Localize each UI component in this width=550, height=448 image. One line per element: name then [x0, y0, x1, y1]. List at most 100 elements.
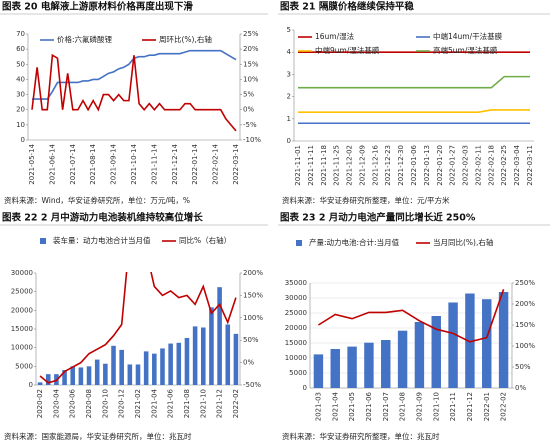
y2-tick-label: -50%	[243, 381, 261, 389]
y-tick-label: 30	[16, 91, 25, 99]
bar	[313, 354, 324, 388]
x-tick-label: 2021-09-14	[110, 143, 118, 184]
y-tick-label: 40	[16, 75, 25, 83]
chart-title: 图表 21 隔膜价格继续保持平稳	[280, 1, 414, 13]
x-tick-label: 2021-11-25	[333, 145, 341, 186]
legend-label: 16um/湿法	[315, 31, 355, 41]
bar	[160, 348, 165, 385]
y2-tick-label: 150%	[243, 291, 263, 299]
x-tick-label: 2020-06	[69, 388, 77, 418]
y-tick-label: 35000	[285, 279, 307, 287]
y-tick-label: 70	[16, 30, 25, 38]
legend-label: 装车量：动力电池合计当月值	[53, 235, 151, 245]
bar	[45, 374, 51, 385]
bar	[94, 359, 100, 385]
bar	[200, 327, 206, 385]
x-tick-label: 2021-05	[348, 392, 356, 421]
x-tick-label: 2020-12	[118, 389, 126, 418]
x-tick-label: 2020-04	[52, 388, 60, 418]
bar	[184, 337, 190, 385]
y-tick-label: 2	[287, 93, 291, 101]
legend-label: 产量:动力电池:合计:当月值	[309, 237, 400, 247]
chart-title: 图表 20 电解液上游原材料价格再度出现下滑	[2, 1, 193, 13]
bar	[209, 307, 214, 385]
x-tick-label: 2022-01	[483, 392, 491, 421]
x-tick-label: 2021-04	[150, 388, 158, 418]
y2-tick-label: 0%	[243, 106, 254, 114]
legend-label: 周环比(%),右轴	[159, 34, 212, 44]
y2-tick-label: 200%	[243, 269, 263, 277]
bar	[103, 363, 108, 385]
chart-title: 图表 22 2 月中游动力电池装机维持较高位增长	[2, 212, 203, 224]
x-tick-label: 2022-02	[500, 392, 508, 421]
x-tick-label: 2022-02-14	[212, 143, 220, 184]
bar	[152, 353, 157, 385]
x-tick-label: 2021-08	[183, 389, 191, 418]
bar	[330, 349, 340, 388]
source-note: 资料来源：Wind，华安证券研究所，单位：万元/吨，%	[4, 195, 190, 205]
x-tick-label: 2022-01-27	[449, 145, 457, 186]
x-tick-label: 2022-03-11	[526, 145, 534, 186]
bar	[482, 299, 492, 388]
y2-tick-label: 150%	[515, 321, 535, 329]
y-tick-label: 50	[16, 60, 25, 68]
line	[298, 75, 530, 89]
bar	[381, 340, 391, 388]
y-tick-label: 4	[287, 48, 292, 56]
x-tick-label: 2021-12-14	[171, 143, 179, 184]
y-tick-label: 3	[287, 70, 291, 78]
y-tick-label: 0	[29, 381, 33, 389]
x-tick-label: 2021-12-16	[371, 144, 379, 185]
y-tick-label: 25000	[11, 288, 33, 296]
y2-tick-label: 100%	[243, 314, 263, 322]
y2-tick-label: 0%	[515, 384, 526, 392]
bar	[143, 351, 149, 385]
bar	[111, 345, 116, 385]
x-tick-label: 2022-03-04	[513, 144, 521, 185]
x-tick-label: 2022-02-03	[462, 145, 470, 186]
bar	[448, 302, 458, 388]
y-tick-label: 15000	[285, 339, 307, 347]
x-tick-label: 2021-08-14	[89, 143, 97, 184]
bar	[176, 342, 182, 385]
x-tick-label: 2021-11	[449, 392, 457, 421]
y-tick-label: 30000	[285, 294, 307, 302]
bar	[168, 343, 173, 385]
legend-label: 当月同比(%),右轴	[433, 237, 493, 247]
x-tick-label: 2021-08	[399, 392, 407, 421]
y-tick-label: 10000	[11, 344, 33, 352]
y2-tick-label: 20%	[243, 45, 259, 53]
x-tick-label: 2022-02-18	[487, 145, 495, 186]
y2-tick-label: 25%	[243, 30, 259, 38]
y-tick-label: 10000	[285, 354, 307, 362]
x-tick-label: 2021-12	[216, 389, 224, 418]
bar	[78, 367, 84, 385]
y2-tick-label: 50%	[515, 363, 531, 371]
bar	[119, 349, 124, 385]
legend-label: 价格:六氟磷酸锂	[57, 34, 113, 44]
x-tick-label: 2021-04	[331, 391, 339, 421]
line	[39, 272, 237, 384]
bar	[347, 346, 357, 388]
y-tick-label: 10	[16, 121, 25, 129]
x-tick-label: 2021-02	[134, 389, 142, 418]
x-tick-label: 2021-10	[199, 389, 207, 418]
bar	[414, 322, 425, 388]
x-tick-label: 2021-06	[365, 391, 373, 421]
bar	[498, 292, 509, 388]
bar	[192, 326, 198, 385]
y2-tick-label: 5%	[243, 91, 254, 99]
x-tick-label: 2020-02	[36, 389, 44, 418]
x-tick-label: 2021-11-18	[320, 145, 328, 186]
y-tick-label: 25000	[285, 309, 307, 317]
y-tick-label: 15000	[11, 325, 33, 333]
y-tick-label: 5000	[289, 369, 307, 377]
bar	[465, 293, 475, 388]
x-tick-label: 2021-11-14	[150, 143, 158, 184]
x-tick-label: 2021-05-14	[28, 143, 36, 184]
source-note: 资料来源：华安证券研究所整理，单位：元/平方米	[282, 195, 450, 205]
line	[298, 109, 530, 113]
x-tick-label: 2021-12-30	[397, 145, 405, 186]
x-tick-label: 2022-01-06	[410, 144, 418, 185]
